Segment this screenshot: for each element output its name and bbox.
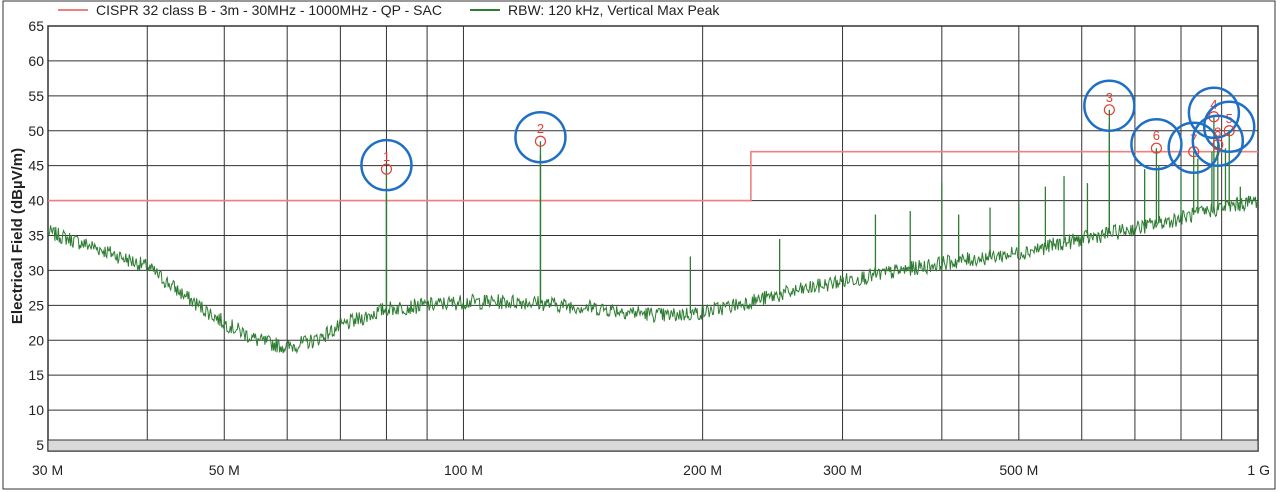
marker-highlight-circle	[1130, 117, 1183, 171]
x-tick-label: 1 G	[1247, 462, 1270, 478]
series-trace-line	[47, 195, 1259, 355]
y-tick-label: 55	[28, 88, 44, 104]
marker-label: 4	[1210, 97, 1217, 112]
marker-highlight-circle	[1083, 79, 1136, 133]
x-tick-label: 100 M	[444, 462, 483, 478]
marker-label: 3	[1106, 90, 1113, 105]
x-tick-labels: 30 M 50 M 100 M 200 M 300 M 500 M 1 G	[32, 462, 1270, 478]
marker-highlight-circle	[514, 110, 567, 164]
x-tick-label: 200 M	[683, 462, 722, 478]
marker-highlight-circle	[1167, 121, 1220, 174]
marker-point	[1212, 139, 1224, 151]
marker-highlight-circle	[1191, 114, 1245, 167]
markers-group: 123 456 7 8	[360, 79, 1256, 309]
legend-label-trace: RBW: 120 kHz, Vertical Max Peak	[508, 2, 720, 18]
marker-highlight-circle	[1202, 100, 1256, 153]
x-tick-label: 50 M	[209, 462, 240, 478]
marker-point	[1223, 125, 1235, 137]
x-tick-label: 500 M	[999, 462, 1038, 478]
marker-label: 6	[1153, 128, 1160, 143]
y-tick-label: 30	[28, 262, 44, 278]
y-tick-label: 65	[28, 18, 44, 34]
marker-point	[380, 163, 393, 175]
y-tick-label: 35	[28, 228, 44, 244]
x-axis-band	[47, 439, 1259, 452]
marker-highlight-circle	[360, 138, 413, 192]
marker-point	[1103, 104, 1115, 116]
x-tick-label: 30 M	[32, 462, 63, 478]
y-tick-label: 15	[28, 367, 44, 383]
marker-label: 8	[1214, 125, 1221, 140]
y-tick-label: 5	[36, 437, 44, 453]
y-tick-labels: 5 10 15 20 25 30 35 40 45 50 55 60 65	[28, 18, 44, 453]
y-axis-label: Electrical Field (dBµV/m)	[9, 148, 26, 324]
legend-label-limit: CISPR 32 class B - 3m - 30MHz - 1000MHz …	[96, 2, 442, 18]
marker-label: 1	[383, 149, 390, 164]
marker-label: 2	[537, 121, 544, 136]
x-tick-label: 300 M	[823, 462, 862, 478]
y-tick-label: 20	[28, 332, 44, 348]
marker-point	[1150, 142, 1163, 154]
marker-highlight-circle	[1187, 86, 1241, 140]
marker-point	[534, 135, 547, 147]
y-tick-label: 40	[28, 193, 44, 209]
y-tick-label: 60	[28, 53, 44, 69]
y-tick-label: 25	[28, 297, 44, 313]
y-tick-label: 50	[28, 123, 44, 139]
y-tick-label: 10	[28, 402, 44, 418]
series-limit-line	[48, 150, 1258, 202]
legend: CISPR 32 class B - 3m - 30MHz - 1000MHz …	[58, 2, 720, 18]
y-tick-label: 45	[28, 158, 44, 174]
